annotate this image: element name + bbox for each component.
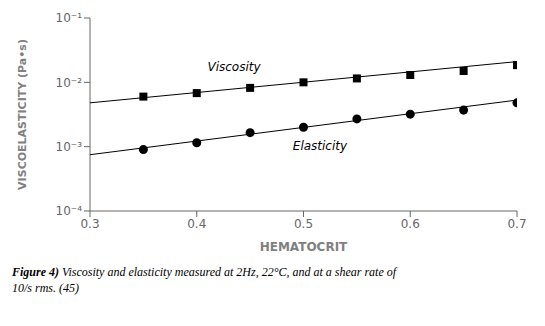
svg-text:0.4: 0.4: [187, 217, 206, 231]
svg-text:10⁻⁴: 10⁻⁴: [56, 204, 83, 218]
svg-text:10⁻³: 10⁻³: [56, 140, 83, 154]
svg-text:0.6: 0.6: [401, 217, 420, 231]
html-text:Figure 4) Viscosity and elasti: Figure 4) Viscosity and elasticity measu…: [12, 265, 397, 279]
svg-text:HEMATOCRIT: HEMATOCRIT: [260, 240, 348, 254]
html-text:10/s rms. (45): 10/s rms. (45): [12, 281, 79, 295]
svg-text:Elasticity: Elasticity: [293, 139, 348, 153]
svg-text:10⁻¹: 10⁻¹: [56, 11, 83, 25]
svg-text:10⁻²: 10⁻²: [56, 76, 83, 90]
svg-text:0.7: 0.7: [507, 217, 526, 231]
svg-text:0.5: 0.5: [294, 217, 313, 231]
svg-text:VISCOELASTICITY (Pa•s): VISCOELASTICITY (Pa•s): [16, 39, 29, 190]
svg-text:0.3: 0.3: [80, 217, 99, 231]
svg-text:Viscosity: Viscosity: [207, 60, 261, 74]
